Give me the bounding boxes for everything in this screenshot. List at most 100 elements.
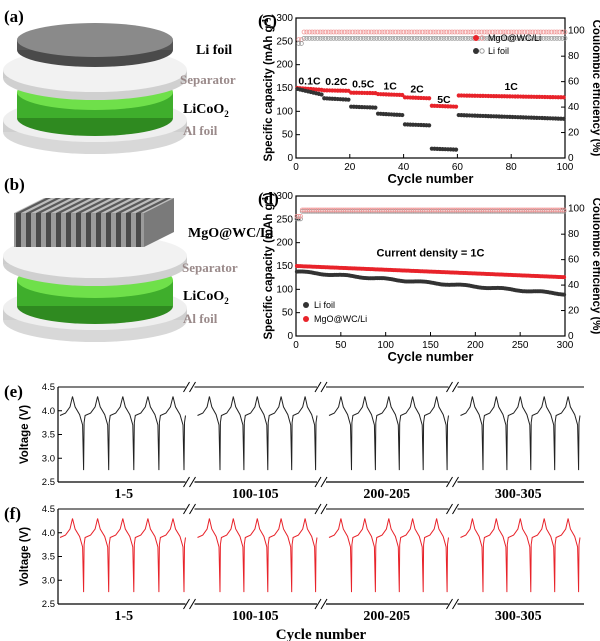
rate-label: 0.1C (298, 75, 321, 87)
ce-point (434, 207, 440, 213)
al-foil-label-a: Al foil (183, 123, 218, 138)
capacity-point (427, 96, 432, 101)
li-foil-label: Li foil (196, 43, 232, 58)
ce-point (425, 35, 431, 41)
ce-point (430, 207, 436, 213)
mgo-stripe (106, 213, 111, 247)
ce-point (427, 207, 433, 213)
axis-break-mark (183, 476, 190, 488)
ce-point (454, 207, 459, 213)
ce-point (347, 29, 353, 35)
ce-point (428, 35, 433, 41)
ce-point (438, 29, 444, 35)
axis-break-gap (185, 601, 195, 608)
axis-break-gap (317, 506, 326, 513)
ce-point (382, 207, 388, 213)
ce-point (498, 35, 503, 41)
ce-point (376, 207, 382, 213)
mgo-stripe-top (16, 198, 51, 213)
ce-point (333, 29, 339, 35)
axis-break-mark (320, 598, 328, 610)
ce-point (360, 29, 366, 35)
ce-point (344, 29, 350, 35)
ce-point (549, 35, 554, 41)
panel-tag: (c) (258, 11, 277, 30)
ce-point (524, 207, 529, 213)
ce-point (557, 35, 563, 41)
ce-point (406, 35, 412, 41)
ce-point (368, 29, 374, 35)
legend-marker (473, 35, 479, 41)
voltage-curve (197, 396, 318, 471)
voltage-curve (59, 518, 186, 593)
ce-point (430, 35, 436, 41)
y2-tick-label: 20 (568, 306, 580, 317)
ce-point (541, 29, 546, 35)
ce-point (452, 207, 458, 213)
ce-point (457, 207, 463, 213)
x-tick-label: 0 (293, 340, 299, 351)
mgo-stripe (66, 213, 71, 247)
cycle-group-label: 1-5 (114, 487, 133, 502)
ce-point (511, 207, 517, 213)
ce-point (534, 207, 540, 213)
axis-break-mark (320, 476, 328, 488)
ce-point (412, 207, 418, 213)
ce-point (422, 35, 428, 41)
ce-point (337, 207, 343, 213)
ce-point (543, 29, 549, 35)
axis-break-mark (314, 381, 322, 393)
axis-break-gap (448, 506, 458, 513)
axis-break-mark (183, 381, 190, 393)
ce-point (476, 29, 482, 35)
voltage-curve (328, 518, 449, 593)
ce-point (385, 29, 390, 35)
ce-point (554, 29, 560, 35)
y2-tick-label: 40 (568, 102, 580, 113)
ce-point (449, 35, 455, 41)
ce-point (331, 29, 337, 35)
legend-marker (303, 302, 309, 308)
cycle-group-label: 100-105 (232, 609, 279, 624)
mgo-wc-li-block (14, 198, 174, 247)
mgo-stripe (96, 213, 101, 247)
ce-point (557, 29, 563, 35)
legend-marker (479, 35, 485, 41)
ce-point (457, 29, 463, 35)
ce-point (484, 35, 490, 41)
ce-point (305, 207, 311, 213)
ce-point (561, 207, 567, 213)
ce-point (328, 207, 334, 213)
ce-point (538, 35, 544, 41)
rate-label: 5C (437, 94, 451, 106)
ce-point (514, 35, 519, 41)
ce-point (414, 29, 420, 35)
ce-point (358, 29, 363, 35)
ce-point (430, 29, 436, 35)
ce-point (425, 29, 431, 35)
x-tick-label: 150 (422, 340, 439, 351)
ce-point (360, 207, 366, 213)
y-tick-label: 300 (276, 191, 293, 202)
ce-point (509, 207, 515, 213)
ce-point (487, 35, 493, 41)
ce-point (433, 29, 439, 35)
ce-point (546, 29, 552, 35)
ce-point (398, 207, 404, 213)
ce-point (552, 207, 558, 213)
ce-point (562, 29, 568, 35)
ce-point (330, 207, 336, 213)
y-tick-label: 0 (287, 153, 293, 164)
ce-point (529, 207, 535, 213)
ce-point (373, 207, 379, 213)
ce-point (312, 29, 318, 35)
ce-point (477, 207, 483, 213)
y-tick-label: 150 (276, 83, 293, 94)
mgo-stripe-top (46, 198, 81, 213)
ce-point (541, 207, 547, 213)
mgo-stripe-top (86, 198, 121, 213)
ce-point (554, 35, 560, 41)
panel-b: (b) MgO@WC/Li Separator LiCoO2 Al foil (3, 175, 273, 342)
ce-point (317, 207, 323, 213)
legend-label: MgO@WC/Li (314, 314, 367, 324)
